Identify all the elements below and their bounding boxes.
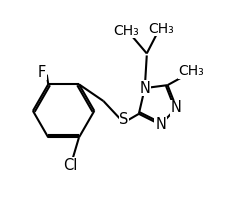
Text: CH₃: CH₃: [179, 64, 204, 78]
Text: F: F: [38, 65, 46, 80]
Text: N: N: [139, 81, 150, 96]
Text: N: N: [155, 117, 166, 132]
Text: CH₃: CH₃: [113, 24, 139, 38]
Text: N: N: [171, 100, 182, 115]
Text: Cl: Cl: [63, 158, 78, 173]
Text: S: S: [119, 112, 129, 127]
Text: CH₃: CH₃: [149, 22, 175, 36]
